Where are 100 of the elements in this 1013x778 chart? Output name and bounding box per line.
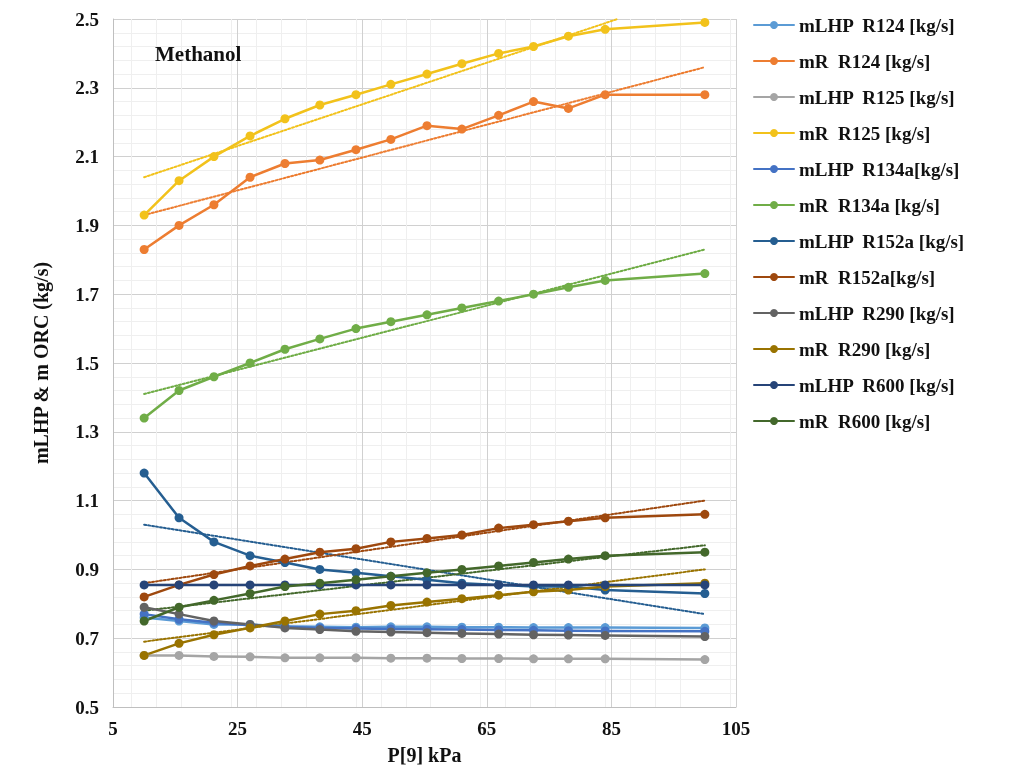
point [457,59,467,69]
point [600,275,610,285]
legend-label: mR R152a[kg/s] [799,266,936,288]
point [315,100,325,110]
y-axis-title: mLHP & m ORC (kg/s) [30,261,53,465]
point [529,558,539,568]
legend-label: mLHP R290 [kg/s] [799,302,955,324]
point [700,269,710,279]
point [494,561,504,571]
point [209,580,219,590]
point [600,90,610,100]
point [174,386,184,396]
point [563,516,573,526]
point [386,537,396,547]
point [139,413,149,423]
point [174,513,184,523]
point [494,629,504,639]
point [563,103,573,113]
legend-label: mR R134a [kg/s] [799,194,940,216]
point [386,601,396,611]
point [351,653,361,663]
point [245,561,255,571]
point [174,220,184,230]
point [386,317,396,327]
point [245,358,255,368]
point [494,523,504,533]
point [386,653,396,663]
x-tick-label: 85 [601,718,621,739]
point [174,176,184,186]
point [280,653,290,663]
point [280,344,290,354]
point [422,653,432,663]
x-tick-label: 5 [108,718,118,739]
point [174,602,184,612]
point [700,547,710,557]
point [351,544,361,554]
point [422,568,432,578]
point [422,580,432,590]
legend-label: mR R125 [kg/s] [799,122,931,144]
point [529,42,539,52]
point [245,588,255,598]
point [209,372,219,382]
point [209,651,219,661]
y-tick-label: 1.3 [75,421,99,443]
y-tick-label: 0.9 [75,558,99,580]
point [139,602,149,612]
point [209,152,219,162]
point [209,570,219,580]
y-tick-label: 1.7 [75,283,100,305]
point [351,324,361,334]
point [386,580,396,590]
point [209,630,219,640]
point [280,158,290,168]
x-tick-label: 105 [721,718,751,739]
point [315,547,325,557]
point [600,630,610,640]
point [700,655,710,665]
point [422,533,432,543]
point [529,520,539,530]
point [563,282,573,292]
legend-label: mLHP R124 [kg/s] [799,14,955,36]
point [494,48,504,58]
y-tick-label: 2.5 [75,8,99,30]
point [245,652,255,662]
point [315,609,325,619]
point [600,513,610,523]
point [563,31,573,41]
point [600,24,610,34]
legend-label: mLHP R600 [kg/s] [799,374,955,396]
point [457,594,467,604]
legend-label: mLHP R152a [kg/s] [799,230,965,252]
point [422,628,432,638]
point [139,592,149,602]
point [457,530,467,540]
legend-label: mR R290 [kg/s] [799,338,931,360]
point [529,289,539,299]
point [351,575,361,585]
point [700,90,710,100]
legend-label: mLHP R134a[kg/s] [799,158,960,180]
point [494,654,504,663]
point [139,210,149,220]
point [315,653,325,663]
point [457,564,467,574]
point [280,554,290,564]
y-tick-label: 1.5 [75,352,99,374]
point [209,200,219,210]
x-tick-label: 45 [352,718,372,739]
point [563,654,573,664]
point [139,580,149,590]
point [351,145,361,155]
y-tick-label: 0.5 [75,696,99,718]
point [174,638,184,648]
point [315,155,325,165]
point [245,131,255,141]
y-tick-label: 1.9 [75,214,99,236]
point [209,595,219,605]
text: Methanol [155,41,242,66]
point [351,90,361,100]
point [494,110,504,120]
point [457,124,467,134]
